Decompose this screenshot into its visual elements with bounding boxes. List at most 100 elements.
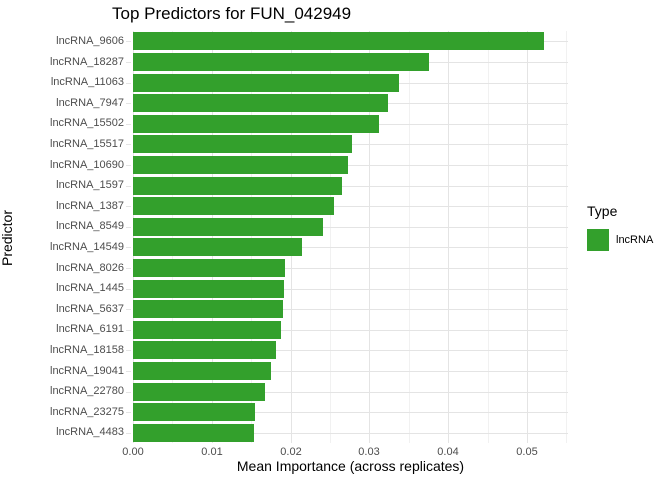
gridline-horizontal	[133, 371, 568, 372]
gridline-horizontal	[133, 247, 568, 248]
bar-lncRNA_5637	[133, 300, 283, 318]
x-tick-label: 0.04	[437, 446, 459, 458]
bar-lncRNA_4483	[133, 424, 254, 442]
gridline-vertical-major	[212, 31, 213, 443]
bar-lncRNA_1597	[133, 177, 342, 195]
gridline-vertical-major	[291, 31, 292, 443]
y-tick-label: lncRNA_8549	[56, 220, 124, 232]
y-axis-tick	[126, 186, 131, 187]
gridline-vertical-minor	[409, 31, 410, 443]
gridline-horizontal	[133, 309, 568, 310]
bar-lncRNA_11063	[133, 74, 399, 92]
y-axis-tick	[126, 206, 131, 207]
y-tick-label: lncRNA_10690	[50, 159, 124, 171]
plot-panel	[133, 31, 568, 443]
y-axis-tick	[126, 433, 131, 434]
bar-lncRNA_8549	[133, 218, 323, 236]
bar-lncRNA_1445	[133, 280, 284, 298]
y-axis-tick	[126, 103, 131, 104]
bar-lncRNA_15517	[133, 135, 352, 153]
gridline-vertical-minor	[172, 31, 173, 443]
bar-lncRNA_19041	[133, 362, 271, 380]
bar-lncRNA_23275	[133, 403, 255, 421]
gridline-vertical-minor	[566, 31, 567, 443]
y-tick-label: lncRNA_18158	[50, 344, 124, 356]
y-tick-label: lncRNA_9606	[56, 35, 124, 47]
y-axis-tick	[126, 144, 131, 145]
gridline-horizontal	[133, 412, 568, 413]
y-tick-label: lncRNA_5637	[56, 303, 124, 315]
y-tick-label: lncRNA_4483	[56, 426, 124, 438]
gridline-vertical-minor	[488, 31, 489, 443]
bar-lncRNA_14549	[133, 238, 302, 256]
legend-swatch-icon	[587, 229, 609, 251]
y-axis-tick	[126, 62, 131, 63]
gridline-horizontal	[133, 330, 568, 331]
bar-lncRNA_10690	[133, 156, 348, 174]
y-tick-label: lncRNA_1597	[56, 179, 124, 191]
y-axis-tick	[126, 330, 131, 331]
gridline-vertical-minor	[330, 31, 331, 443]
x-axis-title: Mean Importance (across replicates)	[236, 458, 465, 474]
x-tick-label: 0.02	[280, 446, 302, 458]
y-tick-label: lncRNA_15502	[50, 117, 124, 129]
gridline-horizontal	[133, 227, 568, 228]
y-tick-label: lncRNA_1445	[56, 282, 124, 294]
gridline-vertical-major	[448, 31, 449, 443]
legend-title: Type	[587, 203, 618, 219]
y-axis-tick	[126, 412, 131, 413]
y-axis-tick	[126, 289, 131, 290]
bar-lncRNA_18287	[133, 53, 429, 71]
bar-lncRNA_22780	[133, 383, 265, 401]
y-tick-label: lncRNA_18287	[50, 56, 124, 68]
y-tick-label: lncRNA_15517	[50, 138, 124, 150]
y-tick-label: lncRNA_8026	[56, 262, 124, 274]
bar-lncRNA_15502	[133, 115, 379, 133]
y-axis-tick	[126, 124, 131, 125]
y-tick-label: lncRNA_14549	[50, 241, 124, 253]
gridline-vertical-major	[133, 31, 134, 443]
gridline-horizontal	[133, 186, 568, 187]
y-tick-label: lncRNA_19041	[50, 365, 124, 377]
gridline-horizontal	[133, 392, 568, 393]
y-tick-label: lncRNA_22780	[50, 385, 124, 397]
y-tick-label: lncRNA_23275	[50, 406, 124, 418]
gridline-horizontal	[133, 165, 568, 166]
bar-lncRNA_1387	[133, 197, 334, 215]
y-axis-tick	[126, 41, 131, 42]
bar-lncRNA_9606	[133, 32, 544, 50]
gridline-horizontal	[133, 206, 568, 207]
y-tick-label: lncRNA_11063	[50, 76, 124, 88]
y-axis-tick	[126, 83, 131, 84]
y-axis-tick	[126, 227, 131, 228]
x-tick-label: 0.03	[358, 446, 380, 458]
x-tick-label: 0.00	[122, 446, 144, 458]
gridline-vertical-major	[527, 31, 528, 443]
gridline-horizontal	[133, 350, 568, 351]
legend-entry-label: lncRNA	[616, 234, 654, 246]
y-tick-label: lncRNA_6191	[56, 323, 124, 335]
gridline-horizontal	[133, 289, 568, 290]
y-axis-tick	[126, 309, 131, 310]
gridline-vertical-minor	[251, 31, 252, 443]
gridline-vertical-major	[369, 31, 370, 443]
legend-entry-lncRNA: lncRNA	[587, 229, 653, 251]
y-axis-tick	[126, 268, 131, 269]
y-axis-tick	[126, 392, 131, 393]
gridline-horizontal	[133, 268, 568, 269]
bar-lncRNA_18158	[133, 341, 276, 359]
x-tick-label: 0.01	[201, 446, 223, 458]
bar-lncRNA_8026	[133, 259, 285, 277]
y-axis-tick	[126, 350, 131, 351]
bar-lncRNA_6191	[133, 321, 281, 339]
legend: Type lncRNA	[587, 203, 653, 251]
y-axis-tick	[126, 165, 131, 166]
x-tick-label: 0.05	[516, 446, 538, 458]
chart-title: Top Predictors for FUN_042949	[112, 4, 352, 23]
y-tick-label: lncRNA_7947	[56, 97, 124, 109]
y-axis-tick	[126, 247, 131, 248]
y-axis-tick	[126, 371, 131, 372]
bar-lncRNA_7947	[133, 94, 388, 112]
gridline-horizontal	[133, 433, 568, 434]
